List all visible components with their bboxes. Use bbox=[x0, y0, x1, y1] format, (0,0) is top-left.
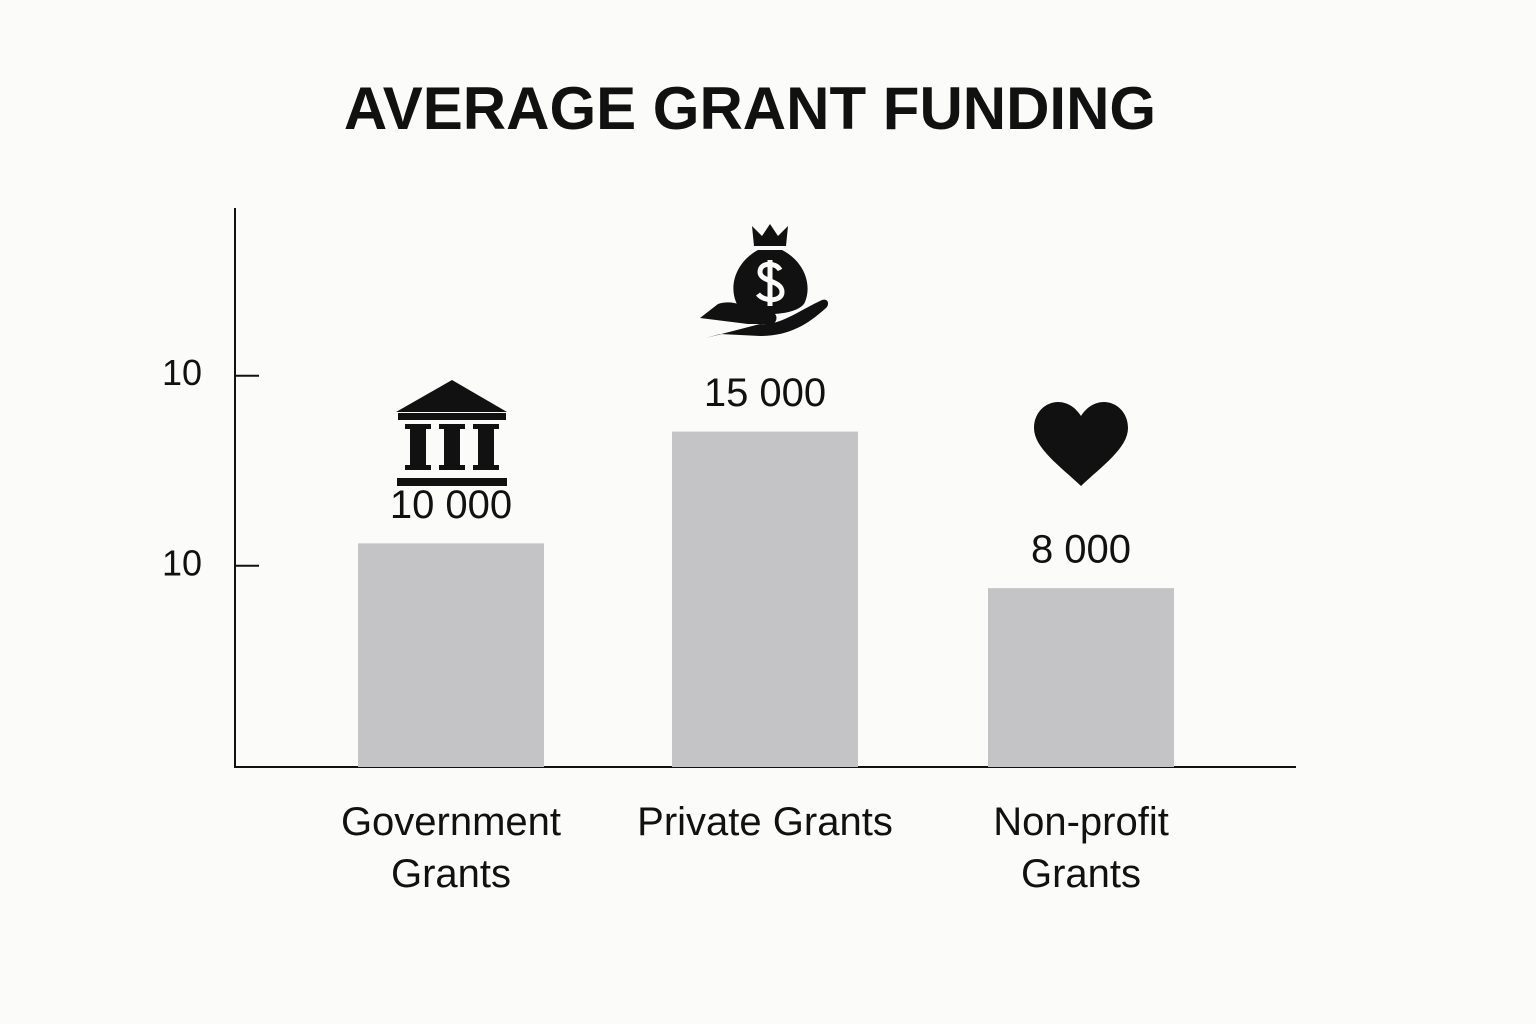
value-label: 8 000 bbox=[1031, 528, 1131, 572]
y-tick-label: 10 bbox=[162, 352, 202, 393]
heart-icon bbox=[1034, 402, 1128, 486]
x-tick-label: Non-profit Grants bbox=[993, 800, 1169, 896]
x-tick-label: Private Grants bbox=[637, 800, 893, 844]
value-label: 10 000 bbox=[390, 483, 512, 527]
x-tick-label: Government Grants bbox=[340, 800, 562, 896]
money-bag-icon bbox=[700, 224, 829, 338]
value-label: 15 000 bbox=[704, 371, 826, 415]
bar bbox=[358, 543, 544, 767]
bar bbox=[672, 431, 858, 767]
bar bbox=[988, 588, 1174, 767]
y-tick-label: 10 bbox=[162, 542, 202, 583]
bank-icon bbox=[396, 380, 507, 486]
chart-title: AVERAGE GRANT FUNDING bbox=[344, 75, 1156, 142]
